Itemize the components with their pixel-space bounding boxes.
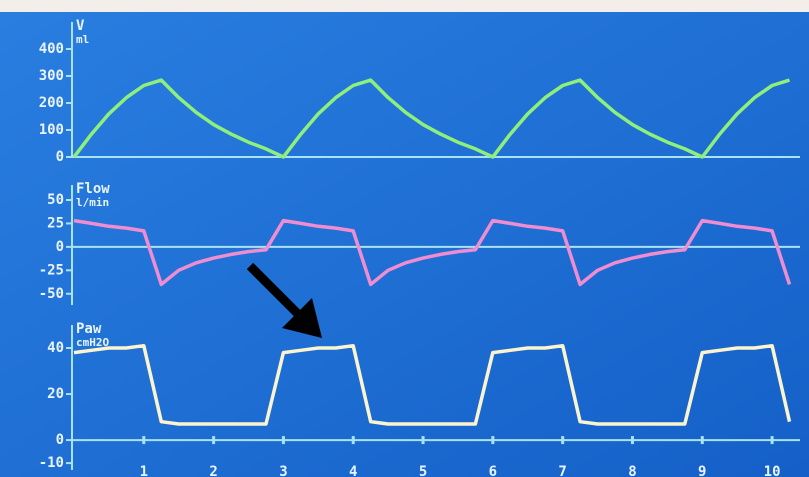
panel-unit: l/min bbox=[76, 196, 109, 209]
x-tick-label: 8 bbox=[628, 464, 636, 477]
y-tick-label: 40 bbox=[47, 340, 64, 356]
y-tick-label: 100 bbox=[39, 122, 64, 138]
x-tick-label: 6 bbox=[489, 464, 497, 477]
x-tick-label: 1 bbox=[140, 464, 148, 477]
y-tick-label: 0 bbox=[56, 149, 64, 165]
x-tick-label: 10 bbox=[764, 464, 781, 477]
y-tick-label: 200 bbox=[39, 95, 64, 111]
x-tick-label: 4 bbox=[349, 464, 357, 477]
y-tick-label: 20 bbox=[47, 386, 64, 402]
y-tick-label: 25 bbox=[47, 215, 64, 231]
x-tick-label: 7 bbox=[558, 464, 566, 477]
y-tick-label: -10 bbox=[39, 455, 64, 471]
y-tick-label: 400 bbox=[39, 41, 64, 57]
x-tick-label: 2 bbox=[209, 464, 217, 477]
panel-unit: ml bbox=[76, 33, 89, 46]
y-tick-label: 300 bbox=[39, 68, 64, 84]
monitor: Vml0100200300400Flowl/min-50-2502550Pawc… bbox=[0, 0, 809, 477]
x-tick-label: 5 bbox=[419, 464, 427, 477]
y-tick-label: 0 bbox=[56, 239, 64, 255]
y-tick-label: 50 bbox=[47, 192, 64, 208]
x-tick-label: 9 bbox=[698, 464, 706, 477]
y-tick-label: -25 bbox=[39, 262, 64, 278]
panel-title: V bbox=[76, 18, 85, 34]
y-tick-label: 0 bbox=[56, 432, 64, 448]
panel-title: Paw bbox=[76, 321, 102, 337]
page: Vml0100200300400Flowl/min-50-2502550Pawc… bbox=[0, 0, 809, 477]
panel-title: Flow bbox=[76, 181, 110, 197]
y-tick-label: -50 bbox=[39, 286, 64, 302]
x-tick-label: 3 bbox=[279, 464, 287, 477]
frame bbox=[0, 0, 809, 12]
